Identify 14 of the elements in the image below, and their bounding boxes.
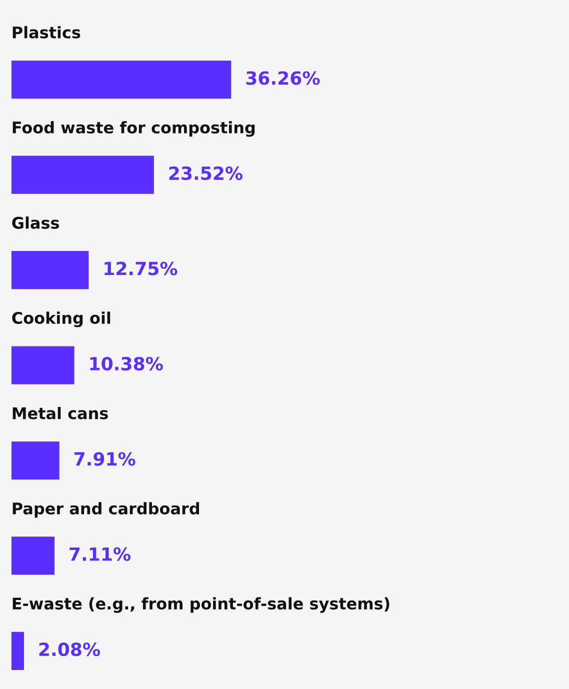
- data-label: 12.75%: [104, 262, 178, 276]
- data-label: 7.91%: [74, 452, 136, 466]
- data-label: 7.11%: [70, 547, 130, 561]
- data-label: 23.52%: [169, 166, 243, 180]
- y-tick-label: Food waste for composting: [12, 121, 255, 137]
- data-label: 2.08%: [39, 642, 100, 656]
- data-label: 10.38%: [90, 356, 163, 371]
- y-tick-label: Glass: [12, 216, 59, 229]
- y-tick-label: Metal cans: [12, 406, 108, 420]
- y-tick-label: Paper and cardboard: [12, 502, 199, 518]
- y-tick-label: E-waste (e.g., from point-of-sale systems): [12, 597, 390, 613]
- data-label: 36.26%: [246, 71, 320, 85]
- y-tick-label: Plastics: [12, 26, 80, 38]
- y-tick-label: Cooking oil: [12, 312, 110, 328]
